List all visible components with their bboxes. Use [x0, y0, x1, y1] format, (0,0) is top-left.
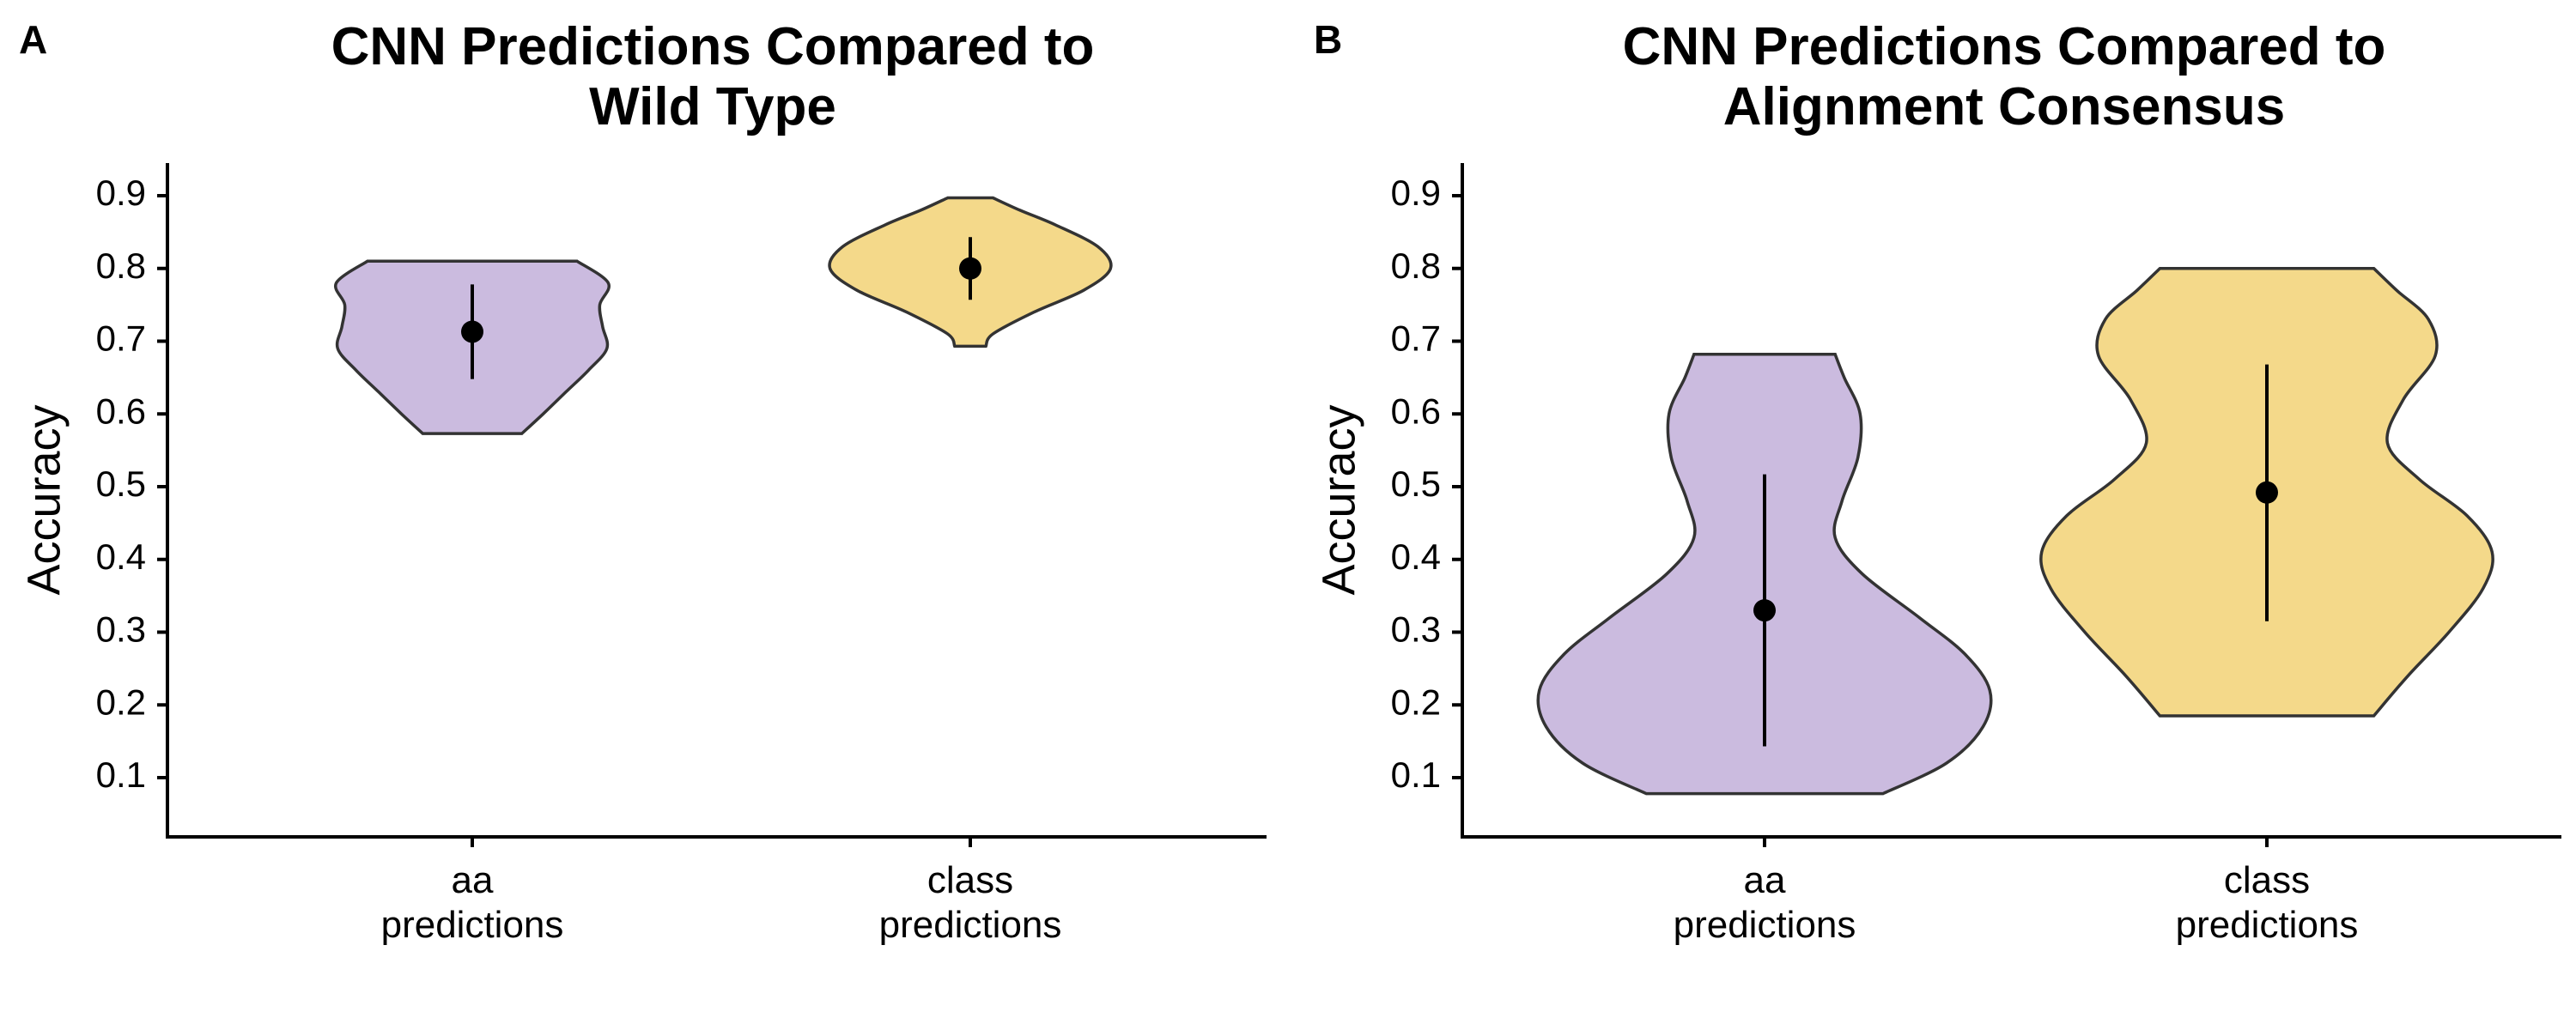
y-tick-label: 0.2 — [1391, 682, 1441, 722]
panel-letter: A — [19, 17, 47, 62]
y-tick-label: 0.7 — [96, 318, 146, 359]
chart-title-line-1: CNN Predictions Compared to — [331, 17, 1095, 76]
x-tick-label-line-2: predictions — [381, 904, 564, 946]
x-tick-label-line-2: predictions — [1674, 904, 1856, 946]
y-tick-label: 0.2 — [96, 682, 146, 722]
x-tick-label-line-1: class — [927, 859, 1013, 901]
x-tick-label-line-2: predictions — [879, 904, 1062, 946]
violin-mean-point — [461, 320, 483, 343]
y-tick-label: 0.4 — [96, 536, 146, 577]
y-tick-label: 0.8 — [96, 245, 146, 286]
y-tick-label: 0.9 — [96, 173, 146, 213]
y-tick-label: 0.8 — [1391, 245, 1441, 286]
y-tick-label: 0.3 — [1391, 609, 1441, 650]
chart-title-line-1: CNN Predictions Compared to — [1623, 17, 2386, 76]
y-tick-label: 0.5 — [96, 464, 146, 504]
y-tick-label: 0.4 — [1391, 536, 1441, 577]
y-tick-label: 0.7 — [1391, 318, 1441, 359]
y-tick-label: 0.6 — [96, 391, 146, 431]
y-tick-label: 0.1 — [1391, 754, 1441, 795]
chart-title-line-2: Alignment Consensus — [1723, 77, 2286, 136]
violin-mean-point — [959, 257, 981, 280]
x-tick-label-line-2: predictions — [2176, 904, 2359, 946]
x-tick-label-line-1: aa — [452, 859, 494, 901]
y-tick-label: 0.9 — [1391, 173, 1441, 213]
panel-letter: B — [1314, 17, 1342, 62]
violin-mean-point — [1753, 599, 1776, 622]
y-axis-label: Accuracy — [18, 404, 70, 595]
violin-mean-point — [2256, 481, 2278, 504]
y-tick-label: 0.3 — [96, 609, 146, 650]
y-tick-label: 0.5 — [1391, 464, 1441, 504]
y-tick-label: 0.1 — [96, 754, 146, 795]
y-tick-label: 0.6 — [1391, 391, 1441, 431]
x-tick-label-line-1: aa — [1744, 859, 1786, 901]
x-tick-label-line-1: class — [2224, 859, 2310, 901]
y-axis-label: Accuracy — [1313, 404, 1364, 595]
chart-title-line-2: Wild Type — [589, 77, 836, 136]
